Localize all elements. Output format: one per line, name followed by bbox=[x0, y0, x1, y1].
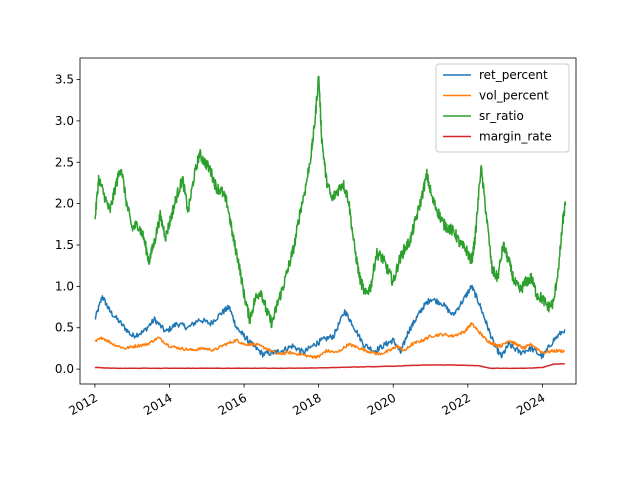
y-tick-label: 2.0 bbox=[55, 197, 74, 211]
legend-box bbox=[435, 63, 570, 153]
y-tick-label: 3.0 bbox=[55, 114, 74, 128]
y-tick-label: 3.5 bbox=[55, 73, 74, 87]
series-line-sr-ratio bbox=[94, 75, 567, 329]
legend-label-vol-percent: vol_percent bbox=[479, 89, 549, 103]
plot-frame bbox=[79, 57, 577, 385]
legend-label-sr-ratio: sr_ratio bbox=[479, 109, 524, 123]
legend-label-margin-rate: margin_rate bbox=[479, 130, 552, 144]
y-tick-label: 0.0 bbox=[55, 362, 74, 376]
y-tick-label: 1.5 bbox=[55, 238, 74, 252]
y-tick-label: 0.5 bbox=[55, 321, 74, 335]
legend: ret_percent vol_percent sr_ratio margin_rat… bbox=[435, 63, 570, 153]
y-tick-label: 2.5 bbox=[55, 155, 74, 169]
series-layer bbox=[94, 75, 567, 370]
legend-label-ret-percent: ret_percent bbox=[479, 68, 548, 82]
series-line-margin-rate bbox=[94, 362, 565, 370]
y-tick-label: 1.0 bbox=[55, 279, 74, 293]
series-line-ret-percent bbox=[94, 284, 566, 360]
series-line-vol-percent bbox=[94, 322, 566, 359]
